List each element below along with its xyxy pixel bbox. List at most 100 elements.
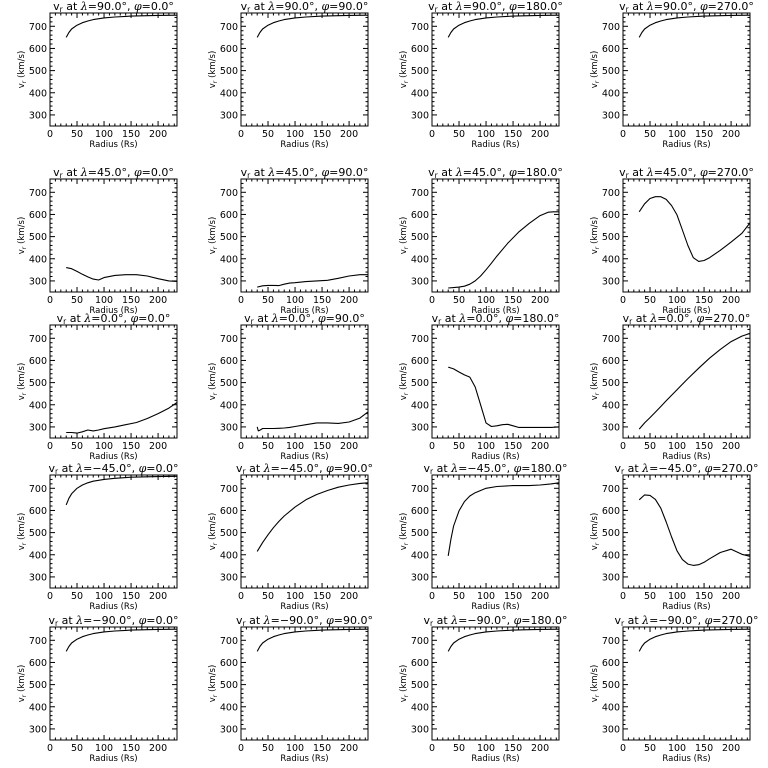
plot-frame xyxy=(240,178,369,293)
y-axis-label: vr (km/s) xyxy=(399,51,410,89)
x-axis-label: Radius (Rs) xyxy=(89,452,137,462)
x-tick-label: 0 xyxy=(238,295,244,306)
y-tick-label: 500 xyxy=(220,528,238,539)
x-tick-label: 100 xyxy=(477,295,495,306)
y-tick-label: 500 xyxy=(411,232,429,243)
plot-frame xyxy=(240,474,369,589)
y-axis-label: vr (km/s) xyxy=(208,363,219,401)
x-tick-label: 200 xyxy=(531,129,549,140)
y-tick-label: 400 xyxy=(220,702,238,713)
x-axis-label: Radius (Rs) xyxy=(662,306,710,316)
y-axis-label: vr (km/s) xyxy=(17,363,28,401)
x-tick-label: 50 xyxy=(71,743,83,754)
panel-title: vr at λ=0.0°, φ=90.0° xyxy=(244,312,365,326)
x-tick-label: 200 xyxy=(149,129,167,140)
chart-panel: vr at λ=−90.0°, φ=270.0° 0 50 100 150 200 300 4… xyxy=(590,614,758,764)
panel-title: vr at λ=45.0°, φ=180.0° xyxy=(428,166,563,180)
series-line xyxy=(638,196,751,262)
y-tick-label: 400 xyxy=(602,702,620,713)
y-tick-label: 600 xyxy=(29,506,47,517)
y-axis-label: vr (km/s) xyxy=(590,217,601,255)
y-tick-label: 400 xyxy=(220,254,238,265)
plot-frame xyxy=(431,626,560,741)
y-axis-label: vr (km/s) xyxy=(17,51,28,89)
x-tick-label: 150 xyxy=(122,591,140,602)
series-line xyxy=(256,411,369,432)
y-tick-label: 500 xyxy=(602,680,620,691)
x-tick-label: 200 xyxy=(340,295,358,306)
x-tick-label: 0 xyxy=(429,441,435,452)
x-tick-label: 50 xyxy=(71,591,83,602)
x-tick-label: 50 xyxy=(71,129,83,140)
y-tick-label: 500 xyxy=(602,378,620,389)
panel-title: vr at λ=0.0°, φ=0.0° xyxy=(57,312,171,326)
plot-frame xyxy=(622,626,751,741)
x-tick-label: 100 xyxy=(286,743,304,754)
x-axis-label: Radius (Rs) xyxy=(280,452,328,462)
y-tick-label: 600 xyxy=(602,506,620,517)
x-tick-label: 200 xyxy=(722,743,740,754)
y-axis-label: vr (km/s) xyxy=(590,513,601,551)
series-line xyxy=(447,628,560,652)
x-tick-label: 200 xyxy=(531,441,549,452)
series-line xyxy=(448,211,559,289)
x-axis-label: Radius (Rs) xyxy=(280,754,328,764)
x-tick-label: 50 xyxy=(453,295,465,306)
y-tick-label: 600 xyxy=(29,356,47,367)
y-tick-label: 300 xyxy=(411,110,429,121)
y-tick-label: 500 xyxy=(411,378,429,389)
x-tick-label: 0 xyxy=(429,743,435,754)
chart-panel: vr at λ=−90.0°, φ=180.0° 0 50 100 150 200 300 4… xyxy=(399,614,567,764)
y-tick-label: 400 xyxy=(411,254,429,265)
y-tick-label: 500 xyxy=(29,66,47,77)
series-line xyxy=(638,628,751,652)
plot-frame xyxy=(431,324,560,439)
y-tick-label: 700 xyxy=(411,188,429,199)
panel-title: vr at λ=−90.0°, φ=0.0° xyxy=(49,614,179,628)
y-tick-label: 600 xyxy=(411,658,429,669)
y-tick-label: 400 xyxy=(29,550,47,561)
x-tick-label: 0 xyxy=(620,743,626,754)
x-tick-label: 50 xyxy=(644,441,656,452)
y-tick-label: 400 xyxy=(411,702,429,713)
x-tick-label: 0 xyxy=(620,295,626,306)
x-tick-label: 100 xyxy=(286,129,304,140)
y-tick-label: 400 xyxy=(29,400,47,411)
y-tick-label: 500 xyxy=(220,66,238,77)
y-tick-label: 300 xyxy=(602,276,620,287)
plot-frame xyxy=(49,474,178,589)
series-line xyxy=(447,14,560,38)
x-tick-label: 0 xyxy=(47,295,53,306)
y-tick-label: 300 xyxy=(220,422,238,433)
x-axis-label: Radius (Rs) xyxy=(89,140,137,150)
y-tick-label: 500 xyxy=(602,232,620,243)
x-tick-label: 100 xyxy=(95,129,113,140)
series-line xyxy=(638,14,751,38)
x-tick-label: 0 xyxy=(47,743,53,754)
x-tick-label: 100 xyxy=(286,441,304,452)
x-tick-label: 100 xyxy=(95,295,113,306)
y-tick-label: 400 xyxy=(29,88,47,99)
y-tick-label: 600 xyxy=(220,658,238,669)
x-tick-label: 100 xyxy=(477,441,495,452)
x-tick-label: 100 xyxy=(95,441,113,452)
x-tick-label: 50 xyxy=(644,743,656,754)
plot-frame xyxy=(622,324,751,439)
y-tick-label: 300 xyxy=(411,422,429,433)
panel-title: vr at λ=−45.0°, φ=270.0° xyxy=(615,462,759,476)
y-axis-label: vr (km/s) xyxy=(17,665,28,703)
x-tick-label: 150 xyxy=(695,591,713,602)
chart-panel: vr at λ=−45.0°, φ=90.0° 0 50 100 150 200 300 40… xyxy=(208,462,373,612)
y-tick-label: 700 xyxy=(29,188,47,199)
x-tick-label: 0 xyxy=(47,441,53,452)
x-tick-label: 200 xyxy=(149,743,167,754)
y-tick-label: 700 xyxy=(602,188,620,199)
plot-frame xyxy=(49,178,178,293)
x-tick-label: 150 xyxy=(313,591,331,602)
plot-frame xyxy=(431,12,560,127)
x-tick-label: 0 xyxy=(47,591,53,602)
x-tick-label: 150 xyxy=(504,591,522,602)
panel-title: vr at λ=90.0°, φ=180.0° xyxy=(428,0,563,14)
y-tick-label: 700 xyxy=(411,484,429,495)
